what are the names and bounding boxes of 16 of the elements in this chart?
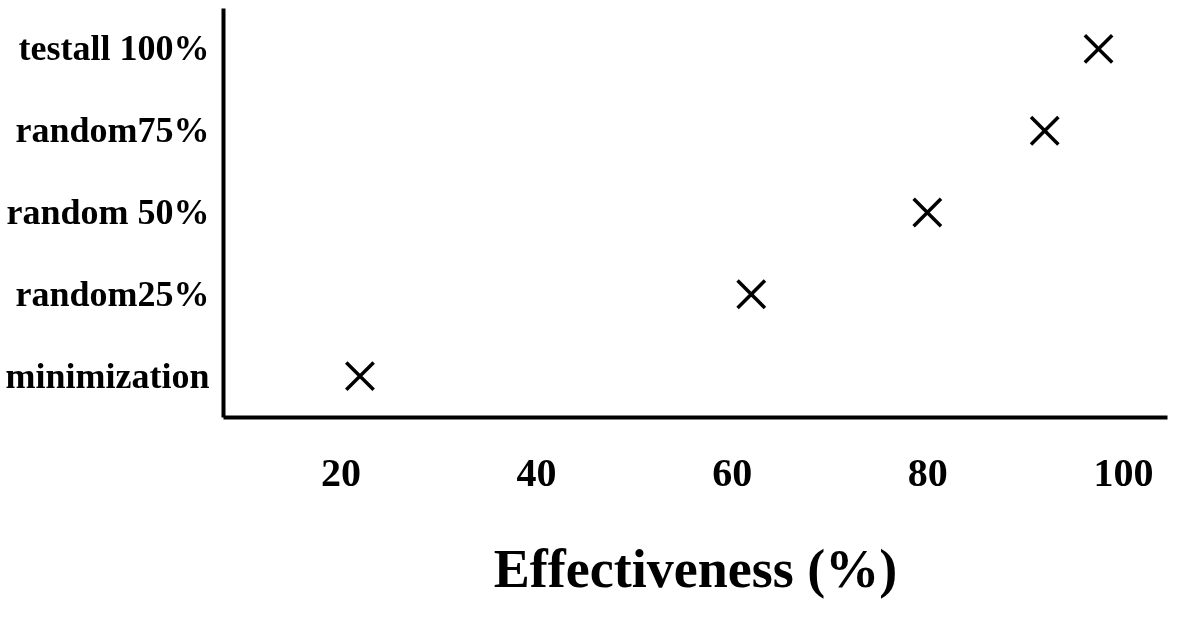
point bbox=[735, 278, 767, 310]
x-axis-title: Effectiveness (%) bbox=[493, 538, 898, 599]
x-tick-label: 40 bbox=[516, 449, 557, 495]
point bbox=[911, 197, 943, 228]
point bbox=[344, 360, 376, 392]
y-tick-label: random25% bbox=[15, 273, 210, 314]
y-tick-label: random 50% bbox=[6, 192, 210, 232]
x-tick-label: 80 bbox=[907, 449, 948, 495]
point bbox=[1029, 115, 1061, 147]
y-tick-label: random75% bbox=[15, 110, 210, 151]
y-tick-label: testall 100% bbox=[18, 28, 210, 69]
x-tick-label: 100 bbox=[1093, 449, 1154, 495]
y-tick-label: minimization bbox=[5, 355, 210, 396]
x-tick-label: 20 bbox=[320, 449, 361, 495]
point bbox=[1083, 33, 1114, 65]
x-tick-label: 60 bbox=[712, 449, 753, 495]
